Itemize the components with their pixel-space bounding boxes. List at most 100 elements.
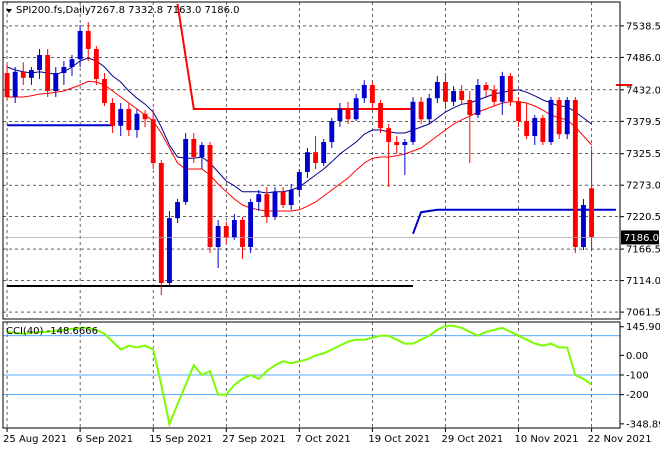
- price-tick-label: 7220.5: [626, 212, 660, 223]
- date-tick-label: 15 Sep 2021: [149, 434, 212, 445]
- current-price-label: 7186.0: [624, 233, 659, 244]
- candle-body: [394, 142, 400, 145]
- candle-body: [166, 218, 172, 283]
- price-tick-label: 7325.5: [626, 149, 660, 160]
- candle-body: [434, 82, 440, 99]
- candle-body: [459, 91, 465, 100]
- cci-tick-label: -200: [626, 390, 649, 401]
- price-tick-label: 7166.5: [626, 245, 660, 256]
- candle-body: [589, 188, 595, 238]
- candle-body: [313, 152, 318, 163]
- candle-body: [296, 172, 302, 190]
- candle-body: [175, 202, 180, 219]
- cci-label: CCI(40) -148.6666: [6, 326, 98, 337]
- candle-body: [240, 220, 245, 247]
- cci-line: [6, 324, 593, 428]
- candle-body: [361, 85, 367, 99]
- candle-body: [288, 190, 294, 205]
- candle-body: [556, 100, 562, 135]
- candle-body: [20, 71, 26, 78]
- candle-body: [564, 100, 570, 135]
- date-tick-label: 27 Sep 2021: [222, 434, 285, 445]
- candle-body: [483, 85, 489, 90]
- candle-body: [475, 85, 481, 115]
- candle-body: [191, 139, 197, 157]
- candle-body: [353, 98, 359, 120]
- candle-body: [248, 202, 254, 247]
- candle-body: [345, 109, 351, 120]
- candle-body: [45, 55, 51, 91]
- candle-body: [215, 226, 221, 247]
- price-tick-label: 7486.0: [626, 53, 660, 64]
- candle-body: [4, 73, 10, 97]
- candle-body: [491, 89, 497, 102]
- candle-body: [53, 73, 59, 91]
- candle-body: [507, 76, 513, 102]
- date-tick-label: 25 Aug 2021: [3, 434, 67, 445]
- price-tick-label: 7061.5: [626, 308, 660, 319]
- candle-body: [581, 205, 586, 247]
- candle-body: [256, 194, 262, 202]
- candle-body: [158, 163, 164, 283]
- candle-body: [443, 82, 448, 102]
- candle-body: [402, 142, 408, 145]
- collapse-triangle-icon[interactable]: [6, 9, 12, 13]
- candle-body: [110, 103, 116, 126]
- candle-body: [272, 191, 278, 217]
- price-tick-label: 7114.0: [626, 276, 660, 287]
- candle-body: [410, 101, 416, 142]
- cci-indicator: [3, 324, 620, 428]
- candle-body: [524, 121, 530, 136]
- price-tick-label: 7379.5: [626, 117, 660, 128]
- date-tick-label: 10 Nov 2021: [515, 434, 579, 445]
- price-tick-label: 7538.5: [626, 21, 660, 32]
- candle-body: [37, 55, 42, 70]
- cci-tick-label: -100: [626, 371, 649, 382]
- candle-body: [321, 142, 327, 163]
- candle-body: [516, 101, 521, 121]
- candle-body: [28, 70, 34, 78]
- candle-body: [451, 91, 457, 102]
- candle-body: [223, 226, 229, 238]
- candle-body: [369, 85, 375, 103]
- candle-body: [199, 145, 205, 157]
- candle-body: [532, 118, 538, 136]
- cci-tick-label: 145.905: [626, 322, 660, 333]
- candle-body: [329, 121, 335, 142]
- candle-body: [93, 49, 99, 79]
- candle-body: [540, 118, 546, 142]
- candlesticks: [4, 22, 595, 295]
- date-tick-label: 22 Nov 2021: [588, 434, 652, 445]
- candle-body: [142, 113, 148, 120]
- candle-body: [386, 128, 392, 142]
- date-tick-label: 29 Oct 2021: [441, 434, 503, 445]
- candle-body: [467, 100, 473, 115]
- candle-body: [77, 31, 83, 60]
- candle-body: [337, 109, 343, 121]
- date-tick-label: 6 Sep 2021: [76, 434, 133, 445]
- candle-body: [264, 194, 270, 217]
- date-tick-label: 7 Oct 2021: [295, 434, 350, 445]
- candle-body: [426, 98, 432, 120]
- symbol-label: SPI200.fs,Daily: [16, 5, 91, 16]
- cci-tick-label: 0.00: [626, 351, 648, 362]
- main-panel-frame: [2, 1, 621, 320]
- candle-body: [150, 119, 156, 163]
- candle-body: [548, 100, 554, 142]
- current-price-tag: [621, 230, 659, 245]
- candle-body: [231, 220, 237, 238]
- ohlc-readout: 7267.8 7332.8 7163.0 7186.0: [90, 5, 240, 16]
- candle-body: [499, 76, 505, 102]
- candle-body: [280, 191, 286, 205]
- candle-body: [118, 109, 124, 126]
- price-tick-label: 7432.0: [626, 85, 660, 96]
- candle-body: [12, 71, 18, 97]
- support-line-right: [412, 208, 616, 235]
- grid-lines: [3, 2, 620, 428]
- candle-body: [85, 31, 91, 49]
- candle-body: [418, 101, 424, 120]
- candle-body: [305, 152, 310, 172]
- candle-body: [102, 79, 107, 103]
